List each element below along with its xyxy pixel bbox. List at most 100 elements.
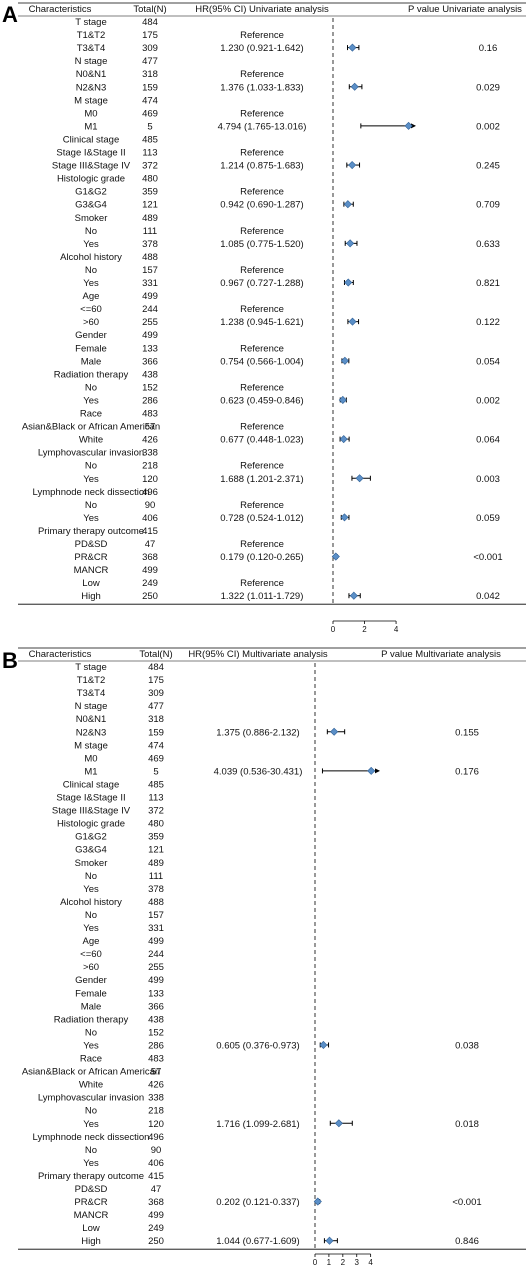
row-label: MANCR — [74, 1210, 109, 1221]
x-tick-label: 0 — [313, 1258, 318, 1267]
hr-point-marker — [348, 43, 357, 52]
row-label: No — [85, 1027, 97, 1038]
row-total: 484 — [142, 17, 158, 28]
row-total: 218 — [148, 1106, 164, 1117]
row-p-value: 0.018 — [455, 1119, 479, 1130]
row-label: N stage — [75, 701, 108, 712]
row-label: High — [81, 591, 101, 602]
row-label: T1&T2 — [77, 30, 106, 41]
row-total: 488 — [142, 252, 158, 263]
hr-point-marker — [340, 356, 349, 365]
x-tick-label: 2 — [341, 1258, 346, 1267]
row-total: 331 — [148, 923, 164, 934]
row-total: 250 — [142, 591, 158, 602]
header-characteristics: Characteristics — [29, 4, 92, 15]
row-label: Clinical stage — [63, 779, 120, 790]
row-label: No — [85, 382, 97, 393]
row-p-value: <0.001 — [452, 1197, 481, 1208]
row-label: T3&T4 — [77, 43, 106, 54]
header-p-value: P value Univariate analysis — [408, 4, 522, 15]
row-total: 469 — [142, 108, 158, 119]
row-total: 309 — [148, 688, 164, 699]
row-label: Radiation therapy — [54, 1014, 129, 1025]
row-hr-ci: Reference — [240, 304, 284, 315]
x-tick-label: 3 — [355, 1258, 360, 1267]
row-total: 331 — [142, 278, 158, 289]
row-total: 368 — [142, 552, 158, 563]
row-label: <=60 — [80, 949, 102, 960]
row-p-value: 0.122 — [476, 317, 500, 328]
row-total: 489 — [142, 213, 158, 224]
row-p-value: <0.001 — [473, 552, 502, 563]
row-total: 244 — [148, 949, 164, 960]
row-total: 338 — [148, 1093, 164, 1104]
row-label: T1&T2 — [77, 675, 106, 686]
row-total: 57 — [151, 1067, 162, 1078]
row-total: 496 — [142, 487, 158, 498]
hr-point-marker — [313, 1197, 322, 1206]
row-p-value: 0.054 — [476, 356, 500, 367]
row-label: Primary therapy outcome — [38, 1171, 144, 1182]
panel-letter: A — [2, 2, 18, 27]
header-total: Total(N) — [139, 649, 172, 660]
row-label: Histologic grade — [57, 174, 125, 185]
row-total: 485 — [142, 134, 158, 145]
row-p-value: 0.245 — [476, 161, 500, 172]
row-label: Lymphnode neck dissection — [33, 487, 150, 498]
row-label: Primary therapy outcome — [38, 526, 144, 537]
row-label: Age — [83, 936, 100, 947]
hr-point-marker — [348, 161, 357, 170]
row-hr-ci: 0.179 (0.120-0.265) — [220, 552, 303, 563]
row-total: 426 — [142, 435, 158, 446]
row-label: PD&SD — [75, 539, 108, 550]
row-hr-ci: 1.688 (1.201-2.371) — [220, 474, 303, 485]
row-hr-ci: Reference — [240, 343, 284, 354]
header-hr: HR(95% CI) Multivariate analysis — [188, 649, 328, 660]
row-p-value: 0.709 — [476, 200, 500, 211]
row-hr-ci: Reference — [240, 500, 284, 511]
x-tick-label: 0 — [331, 625, 336, 634]
row-total: 480 — [142, 174, 158, 185]
row-label: No — [85, 265, 97, 276]
row-label: No — [85, 1145, 97, 1156]
row-hr-ci: Reference — [240, 461, 284, 472]
row-total: 133 — [148, 988, 164, 999]
row-total: 359 — [142, 187, 158, 198]
row-p-value: 0.846 — [455, 1236, 479, 1247]
row-hr-ci: Reference — [240, 578, 284, 589]
row-total: 159 — [142, 82, 158, 93]
hr-point-marker — [325, 1236, 334, 1245]
row-hr-ci: 0.942 (0.690-1.287) — [220, 200, 303, 211]
hr-point-marker — [404, 121, 413, 130]
row-label: Low — [82, 1223, 100, 1234]
row-total: 480 — [148, 819, 164, 830]
row-label: N2&N3 — [76, 82, 107, 93]
row-label: M0 — [84, 108, 97, 119]
row-label: G1&G2 — [75, 832, 107, 843]
row-label: Stage I&Stage II — [56, 793, 125, 804]
row-label: Asian&Black or African American — [22, 422, 160, 433]
row-label: No — [85, 1106, 97, 1117]
row-label: Race — [80, 409, 102, 420]
row-total: 175 — [142, 30, 158, 41]
row-total: 152 — [142, 382, 158, 393]
row-label: M stage — [74, 95, 108, 106]
row-total: 120 — [142, 474, 158, 485]
row-label: M0 — [84, 753, 97, 764]
row-total: 366 — [148, 1001, 164, 1012]
row-total: 499 — [142, 291, 158, 302]
ci-arrow-high — [411, 123, 416, 129]
row-label: Yes — [83, 1158, 99, 1169]
row-label: >60 — [83, 962, 99, 973]
row-total: 366 — [142, 356, 158, 367]
row-total: 338 — [142, 448, 158, 459]
row-label: <=60 — [80, 304, 102, 315]
row-label: Yes — [83, 513, 99, 524]
row-total: 157 — [142, 265, 158, 276]
row-label: Yes — [83, 1119, 99, 1130]
row-total: 499 — [142, 330, 158, 341]
row-total: 286 — [148, 1040, 164, 1051]
row-total: 244 — [142, 304, 158, 315]
row-hr-ci: 1.230 (0.921-1.642) — [220, 43, 303, 54]
